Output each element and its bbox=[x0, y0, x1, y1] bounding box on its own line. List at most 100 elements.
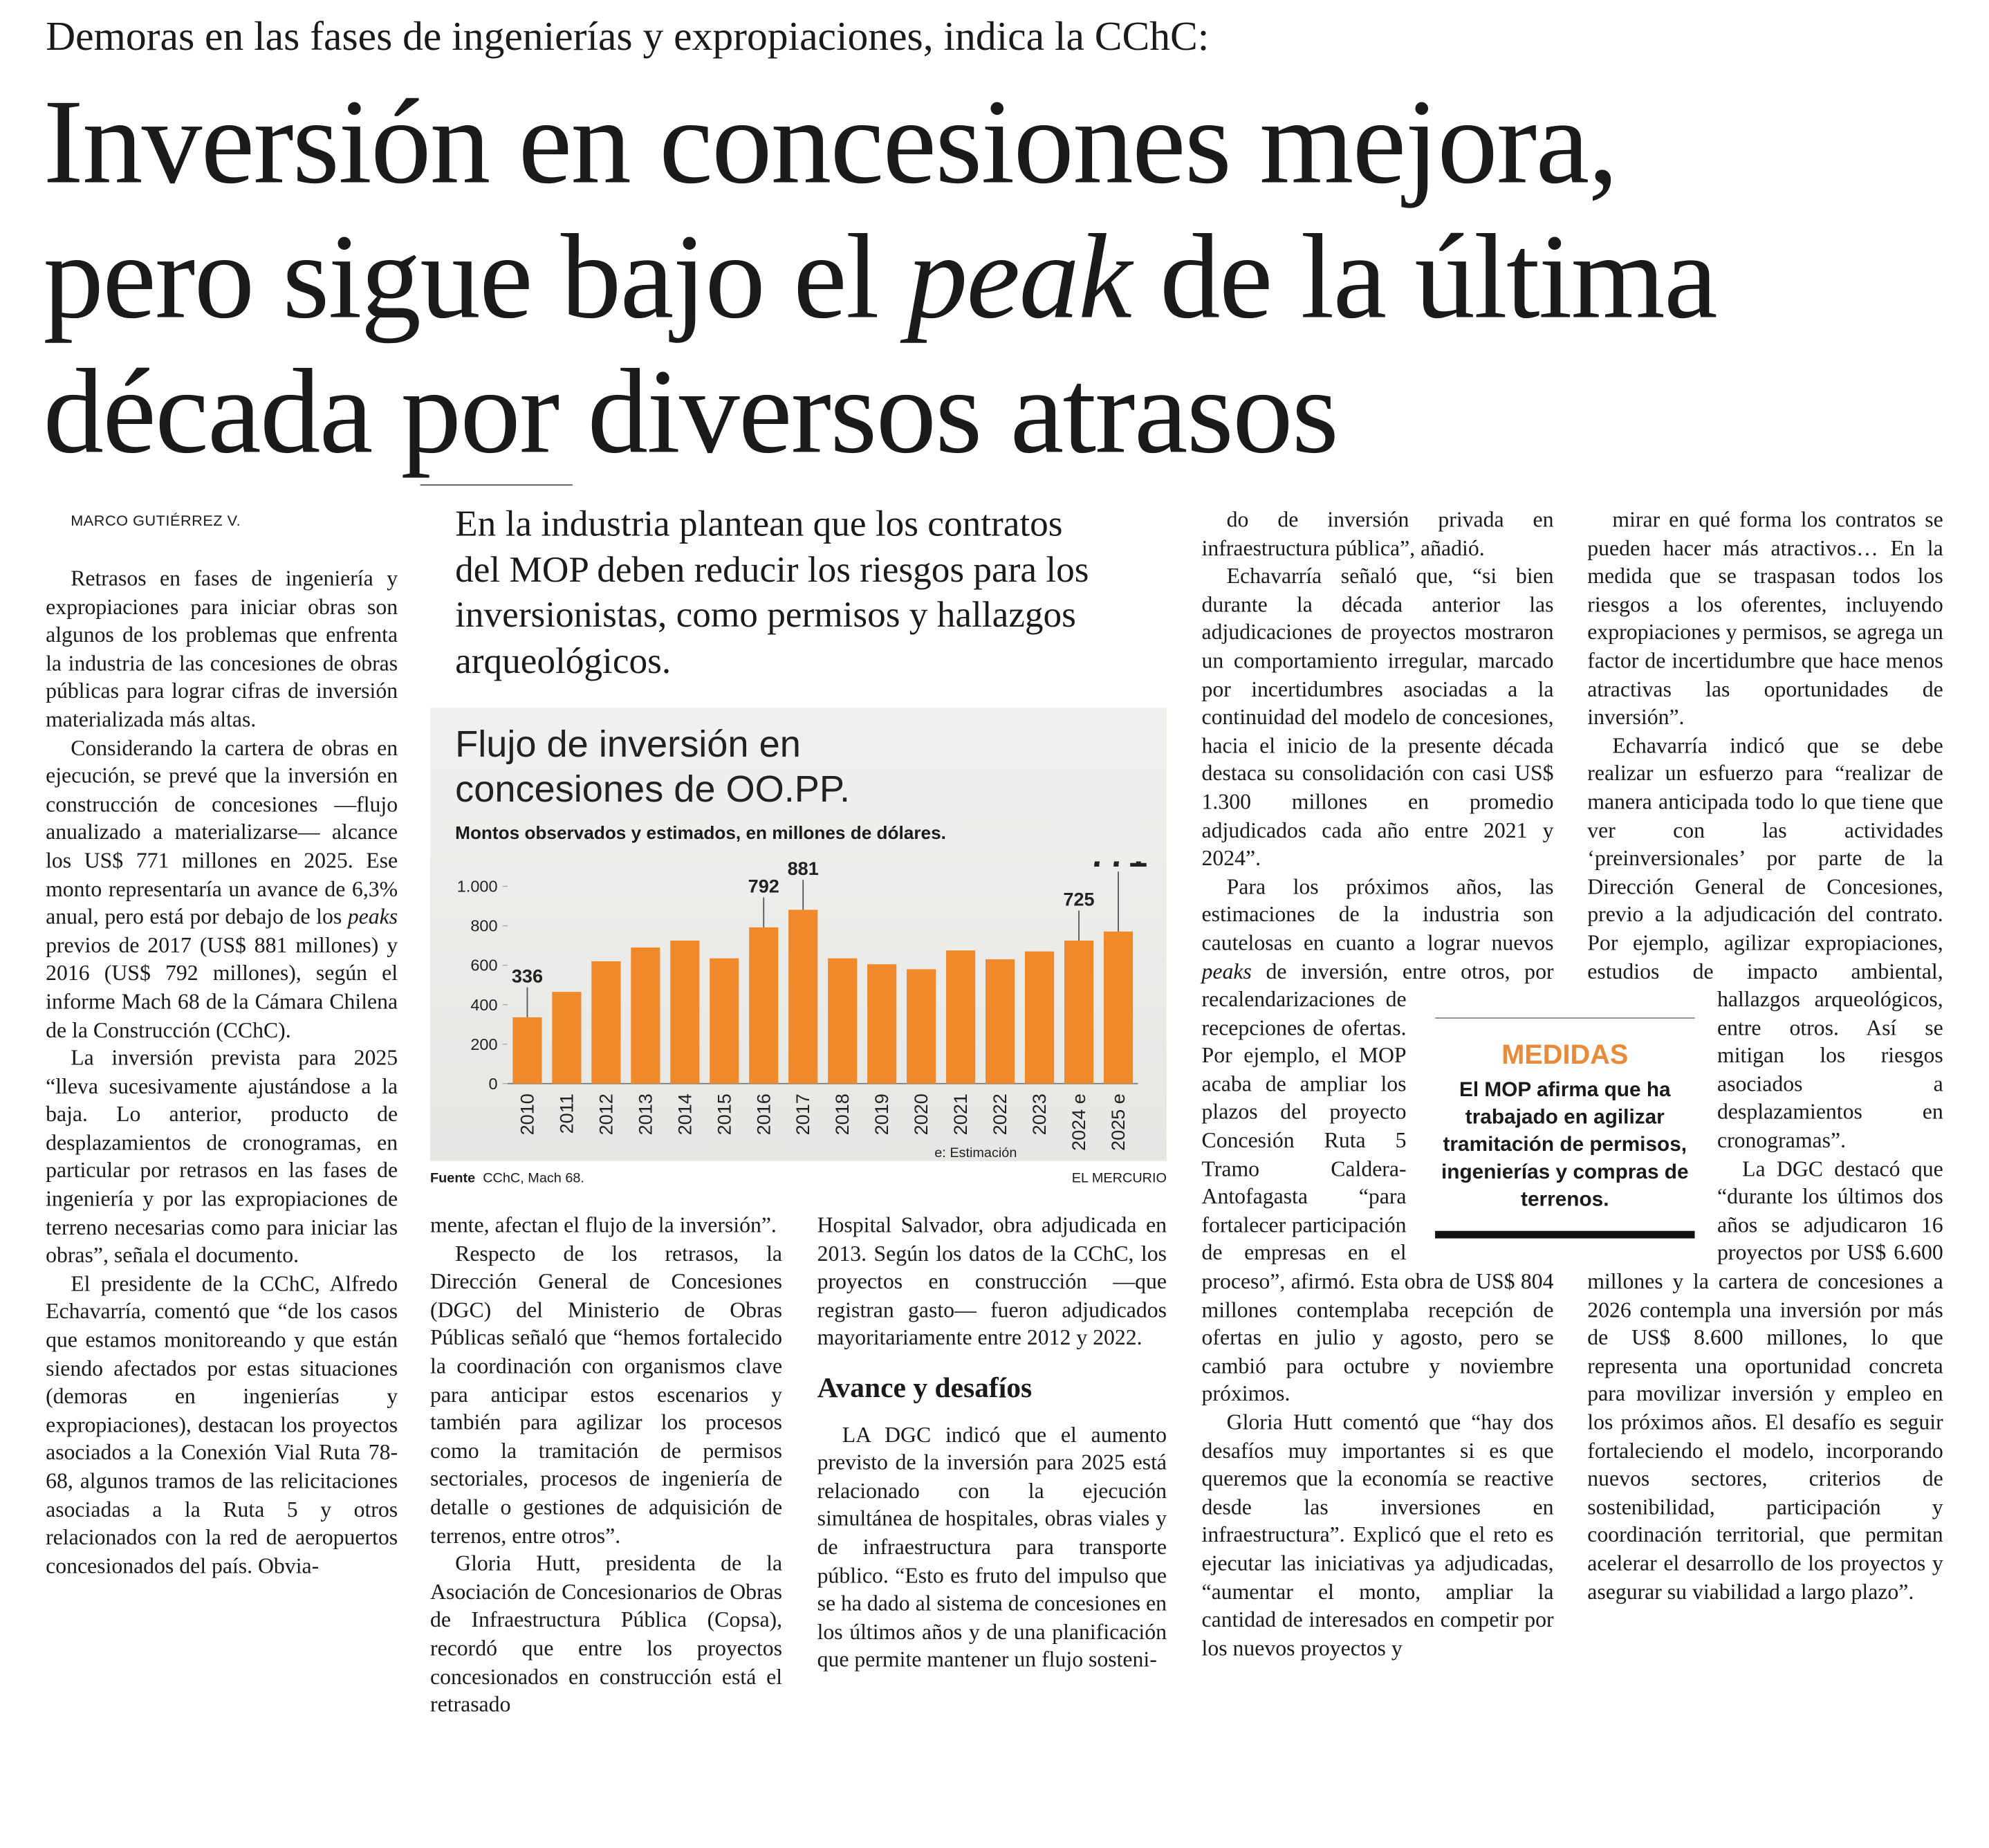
sidebar-text: El MOP afirma que ha trabajado en agiliz… bbox=[1441, 1078, 1689, 1211]
paragraph: Para los próximos años, las estimaciones… bbox=[1202, 872, 1554, 1408]
bar bbox=[788, 909, 818, 1084]
paragraph: Hospital Salvador, obra adjudicada en 20… bbox=[817, 1211, 1167, 1352]
text: Respecto de los retrasos, la Dirección G… bbox=[430, 1240, 783, 1548]
kicker: Demoras en las fases de ingenierías y ex… bbox=[46, 15, 1210, 60]
bar bbox=[512, 1017, 542, 1084]
text: La DGC destacó que “durante los últimos … bbox=[1587, 1155, 1943, 1604]
bar bbox=[631, 947, 660, 1084]
chart-subtitle: Montos observados y estimados, en millon… bbox=[455, 824, 946, 844]
source-label: Fuente bbox=[430, 1171, 476, 1186]
x-tick-label: 2017 bbox=[792, 1093, 813, 1135]
paragraph: mirar en qué forma los contratos se pued… bbox=[1587, 506, 1943, 731]
chart-plot: 0 200 400 600 800 1.000 2010 336 2011 2012 2013 201… bbox=[457, 861, 1147, 1161]
x-tick-label: 2025 e bbox=[1107, 1093, 1129, 1151]
paragraph: Respecto de los retrasos, la Dirección G… bbox=[430, 1239, 782, 1550]
bar bbox=[670, 940, 700, 1084]
x-tick-label: 2018 bbox=[831, 1093, 853, 1135]
column: mirar en qué forma los contratos se pued… bbox=[1587, 506, 1943, 1605]
paragraph: Considerando la cartera de obras en ejec… bbox=[46, 734, 398, 1044]
text: mirar en qué forma los contratos se pued… bbox=[1587, 506, 1943, 730]
y-tick-label: 400 bbox=[470, 996, 497, 1014]
bar bbox=[552, 992, 582, 1084]
value-label: 336 bbox=[512, 965, 543, 986]
column: Retrasos en fases de ingeniería y exprop… bbox=[46, 564, 398, 1580]
bar bbox=[710, 958, 739, 1084]
newspaper-page: Demoras en las fases de ingenierías y ex… bbox=[21, 0, 1968, 1847]
column: do de inversión privada en infraestructu… bbox=[1202, 506, 1554, 1662]
text: Hospital Salvador, obra adjudicada en 20… bbox=[817, 1212, 1167, 1350]
paragraph: LA DGC indicó que el aumento previsto de… bbox=[817, 1420, 1167, 1674]
column: mente, afectan el flujo de la inversión”… bbox=[430, 1211, 782, 1719]
y-tick-label: 600 bbox=[470, 957, 497, 974]
y-tick-label: 1.000 bbox=[457, 878, 498, 896]
headline-text: Inversión en concesiones mejora, pero si… bbox=[43, 75, 1618, 344]
rule bbox=[420, 484, 573, 486]
bar bbox=[591, 961, 621, 1084]
pull-quote: En la industria plantean que los contrat… bbox=[455, 504, 1089, 681]
paragraph: Echavarría señaló que, “si bien durante … bbox=[1202, 562, 1554, 873]
bar bbox=[1024, 951, 1055, 1084]
paragraph: El presidente de la CChC, Alfredo Echava… bbox=[46, 1269, 398, 1580]
text: Para los próximos años, las estimaciones… bbox=[1201, 873, 1554, 955]
text: mente, afectan el flujo de la inversión”… bbox=[430, 1212, 777, 1237]
credit: EL MERCURIO bbox=[1071, 1171, 1167, 1186]
x-tick-label: 2016 bbox=[752, 1093, 774, 1135]
text: LA DGC indicó que el aumento previsto de… bbox=[817, 1421, 1167, 1672]
x-tick-label: 2021 bbox=[950, 1093, 971, 1135]
text: Gloria Hutt, presidenta de la Asociación… bbox=[430, 1551, 783, 1717]
text: El presidente de la CChC, Alfredo Echava… bbox=[46, 1270, 398, 1578]
text: La inversión prevista para 2025 “lleva s… bbox=[46, 1044, 398, 1268]
chart: Flujo de inversión en concesiones de OO.… bbox=[430, 708, 1167, 1161]
x-tick-label: 2022 bbox=[989, 1093, 1010, 1135]
value-label: 792 bbox=[748, 875, 779, 896]
y-tick-label: 0 bbox=[488, 1075, 497, 1093]
x-tick-label: 2015 bbox=[713, 1093, 734, 1135]
headline: Inversión en concesiones mejora, pero si… bbox=[43, 75, 1853, 479]
bar bbox=[828, 958, 858, 1084]
text: do de inversión privada en infraestructu… bbox=[1201, 506, 1554, 560]
paragraph: La inversión prevista para 2025 “lleva s… bbox=[46, 1044, 398, 1269]
bar bbox=[1103, 931, 1134, 1084]
source: CChC, Mach 68. bbox=[483, 1171, 584, 1186]
text: de inversión, entre otros, por recalenda… bbox=[1201, 958, 1554, 1407]
text: Considerando la cartera de obras en ejec… bbox=[46, 734, 398, 930]
italic-text: peaks bbox=[347, 904, 398, 930]
bar bbox=[1064, 940, 1094, 1084]
text: previos de 2017 (US$ 881 millones) y 201… bbox=[46, 932, 398, 1042]
bar bbox=[749, 927, 779, 1084]
text: Echavarría indicó que se debe realizar u… bbox=[1587, 732, 1943, 1153]
x-tick-label: 2023 bbox=[1028, 1093, 1050, 1135]
subheading: Avance y desafíos bbox=[817, 1371, 1033, 1403]
x-tick-label: 2014 bbox=[674, 1093, 695, 1135]
x-tick-label: 2011 bbox=[555, 1093, 577, 1134]
bar bbox=[946, 950, 976, 1084]
headline-italic: peak bbox=[907, 210, 1132, 344]
paragraph: Gloria Hutt comentó que “hay dos desafío… bbox=[1202, 1408, 1554, 1662]
chart-source: Fuente CChC, Mach 68. EL MERCURIO bbox=[430, 1171, 1167, 1186]
paragraph: mente, afectan el flujo de la inversión”… bbox=[430, 1211, 782, 1239]
text: Echavarría señaló que, “si bien durante … bbox=[1201, 563, 1554, 871]
x-tick-label: 2024 e bbox=[1068, 1093, 1089, 1151]
column: Hospital Salvador, obra adjudicada en 20… bbox=[817, 1211, 1167, 1674]
paragraph: do de inversión privada en infraestructu… bbox=[1202, 506, 1554, 562]
value-label: 881 bbox=[788, 861, 819, 878]
paragraph: La DGC destacó que “durante los últimos … bbox=[1587, 1154, 1943, 1606]
chart-note: e: Estimación bbox=[934, 1145, 1017, 1161]
x-tick-label: 2013 bbox=[634, 1093, 656, 1135]
value-label: 725 bbox=[1063, 888, 1094, 909]
bar bbox=[907, 969, 936, 1084]
paragraph: Gloria Hutt, presidenta de la Asociación… bbox=[430, 1549, 782, 1719]
y-tick-label: 800 bbox=[470, 917, 497, 935]
bar bbox=[985, 959, 1015, 1084]
x-tick-label: 2012 bbox=[595, 1093, 616, 1135]
text: Gloria Hutt comentó que “hay dos desafío… bbox=[1201, 1409, 1554, 1661]
byline: MARCO GUTIÉRREZ V. bbox=[71, 512, 241, 530]
x-tick-label: 2010 bbox=[516, 1093, 537, 1135]
paragraph: Retrasos en fases de ingeniería y exprop… bbox=[46, 564, 398, 734]
headline-text: de la última década por diversos atrasos bbox=[43, 210, 1717, 479]
bar bbox=[867, 964, 897, 1084]
x-tick-label: 2020 bbox=[910, 1093, 932, 1135]
italic-text: peaks bbox=[1201, 958, 1252, 983]
chart-title: Flujo de inversión en concesiones de OO.… bbox=[455, 723, 851, 811]
